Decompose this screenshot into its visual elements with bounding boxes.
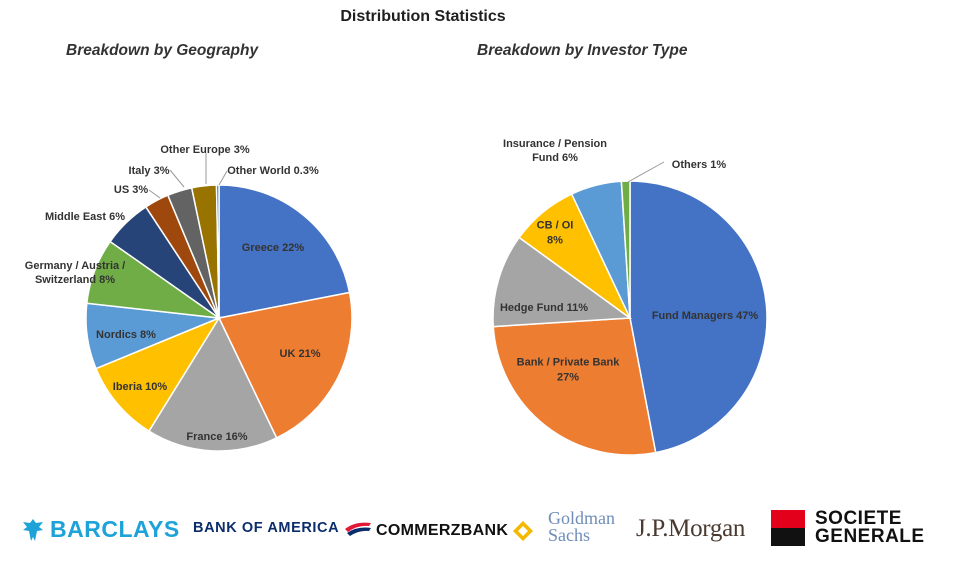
socgen-line2: GENERALE <box>815 526 925 547</box>
bank-logos-row: BARCLAYS BANK OF AMERICA COMMERZBANK Gol… <box>0 500 960 560</box>
pie-slice-label: US 3% <box>114 184 148 196</box>
societe-generale-logo: SOCIETE GENERALE <box>771 508 925 547</box>
pie-slice-label: Greece 22% <box>242 242 305 254</box>
investor-pie-chart: Fund Managers 47% Bank / Private Bank 27% H… <box>492 138 768 456</box>
goldman-line1: Goldman <box>548 508 615 528</box>
pie-slice-label: Germany / Austria / Switzerland 8% <box>25 260 125 286</box>
pie-slice-label: Bank / Private Bank 27% <box>517 357 621 384</box>
goldman-sachs-logo: Goldman Sachs <box>548 508 615 545</box>
barclays-wordmark: BARCLAYS <box>50 516 180 542</box>
pie-slice-label: CB / OI 8% <box>537 220 574 247</box>
page-title: Distribution Statistics <box>340 8 506 25</box>
jp-morgan-logo: J.P.Morgan <box>636 515 745 543</box>
leader-line <box>169 169 185 188</box>
geography-pie-chart: Greece 22% UK 21% France 16% Iberia 10% Nord… <box>25 144 353 452</box>
leader-line <box>148 189 161 199</box>
pie-slice-label: Hedge Fund 11% <box>500 302 588 314</box>
investor-chart-title: Breakdown by Investor Type <box>477 42 688 59</box>
pie-slice-label: UK 21% <box>280 348 321 360</box>
pie-slice-label: Iberia 10% <box>113 381 168 393</box>
commerzbank-wordmark: COMMERZBANK <box>376 522 509 539</box>
socgen-line1: SOCIETE <box>815 508 902 529</box>
ribbon-icon <box>513 521 534 541</box>
jp-morgan-wordmark: J.P.Morgan <box>636 515 746 542</box>
pie-slice <box>217 291 353 439</box>
bank-of-america-logo: BANK OF AMERICA <box>193 520 373 536</box>
pie-slice-label: Fund Managers 47% <box>652 310 759 322</box>
pie-slice-label: Others 1% <box>672 159 727 171</box>
socgen-square-icon <box>771 510 805 546</box>
barclays-eagle-icon <box>23 518 43 541</box>
bank-of-america-wordmark: BANK OF AMERICA <box>193 520 340 536</box>
pie-slice-label: Other Europe 3% <box>160 144 249 156</box>
pie-slice-label: Italy 3% <box>129 165 170 177</box>
pie-slice <box>215 184 220 319</box>
pie-slice-label: Middle East 6% <box>45 211 125 223</box>
pie-slice <box>492 236 633 328</box>
pie-slice <box>629 180 768 454</box>
barclays-logo: BARCLAYS <box>22 516 180 543</box>
leader-line <box>627 161 665 183</box>
goldman-line2: Sachs <box>548 525 590 545</box>
pie-slice-label: Other World 0.3% <box>227 165 319 177</box>
commerzbank-logo: COMMERZBANK <box>376 520 535 542</box>
pie-slice <box>147 316 278 452</box>
pie-slice <box>95 316 221 433</box>
geography-chart-title: Breakdown by Geography <box>66 42 259 59</box>
pie-slice-label: France 16% <box>186 431 247 443</box>
leader-line <box>218 170 228 186</box>
pie-slice-label: Insurance / Pension Fund 6% <box>503 138 607 164</box>
flag-icon <box>345 522 372 536</box>
pie-slice <box>492 317 657 456</box>
pie-slice <box>218 184 351 319</box>
pie-slice-label: Nordics 8% <box>96 329 156 341</box>
